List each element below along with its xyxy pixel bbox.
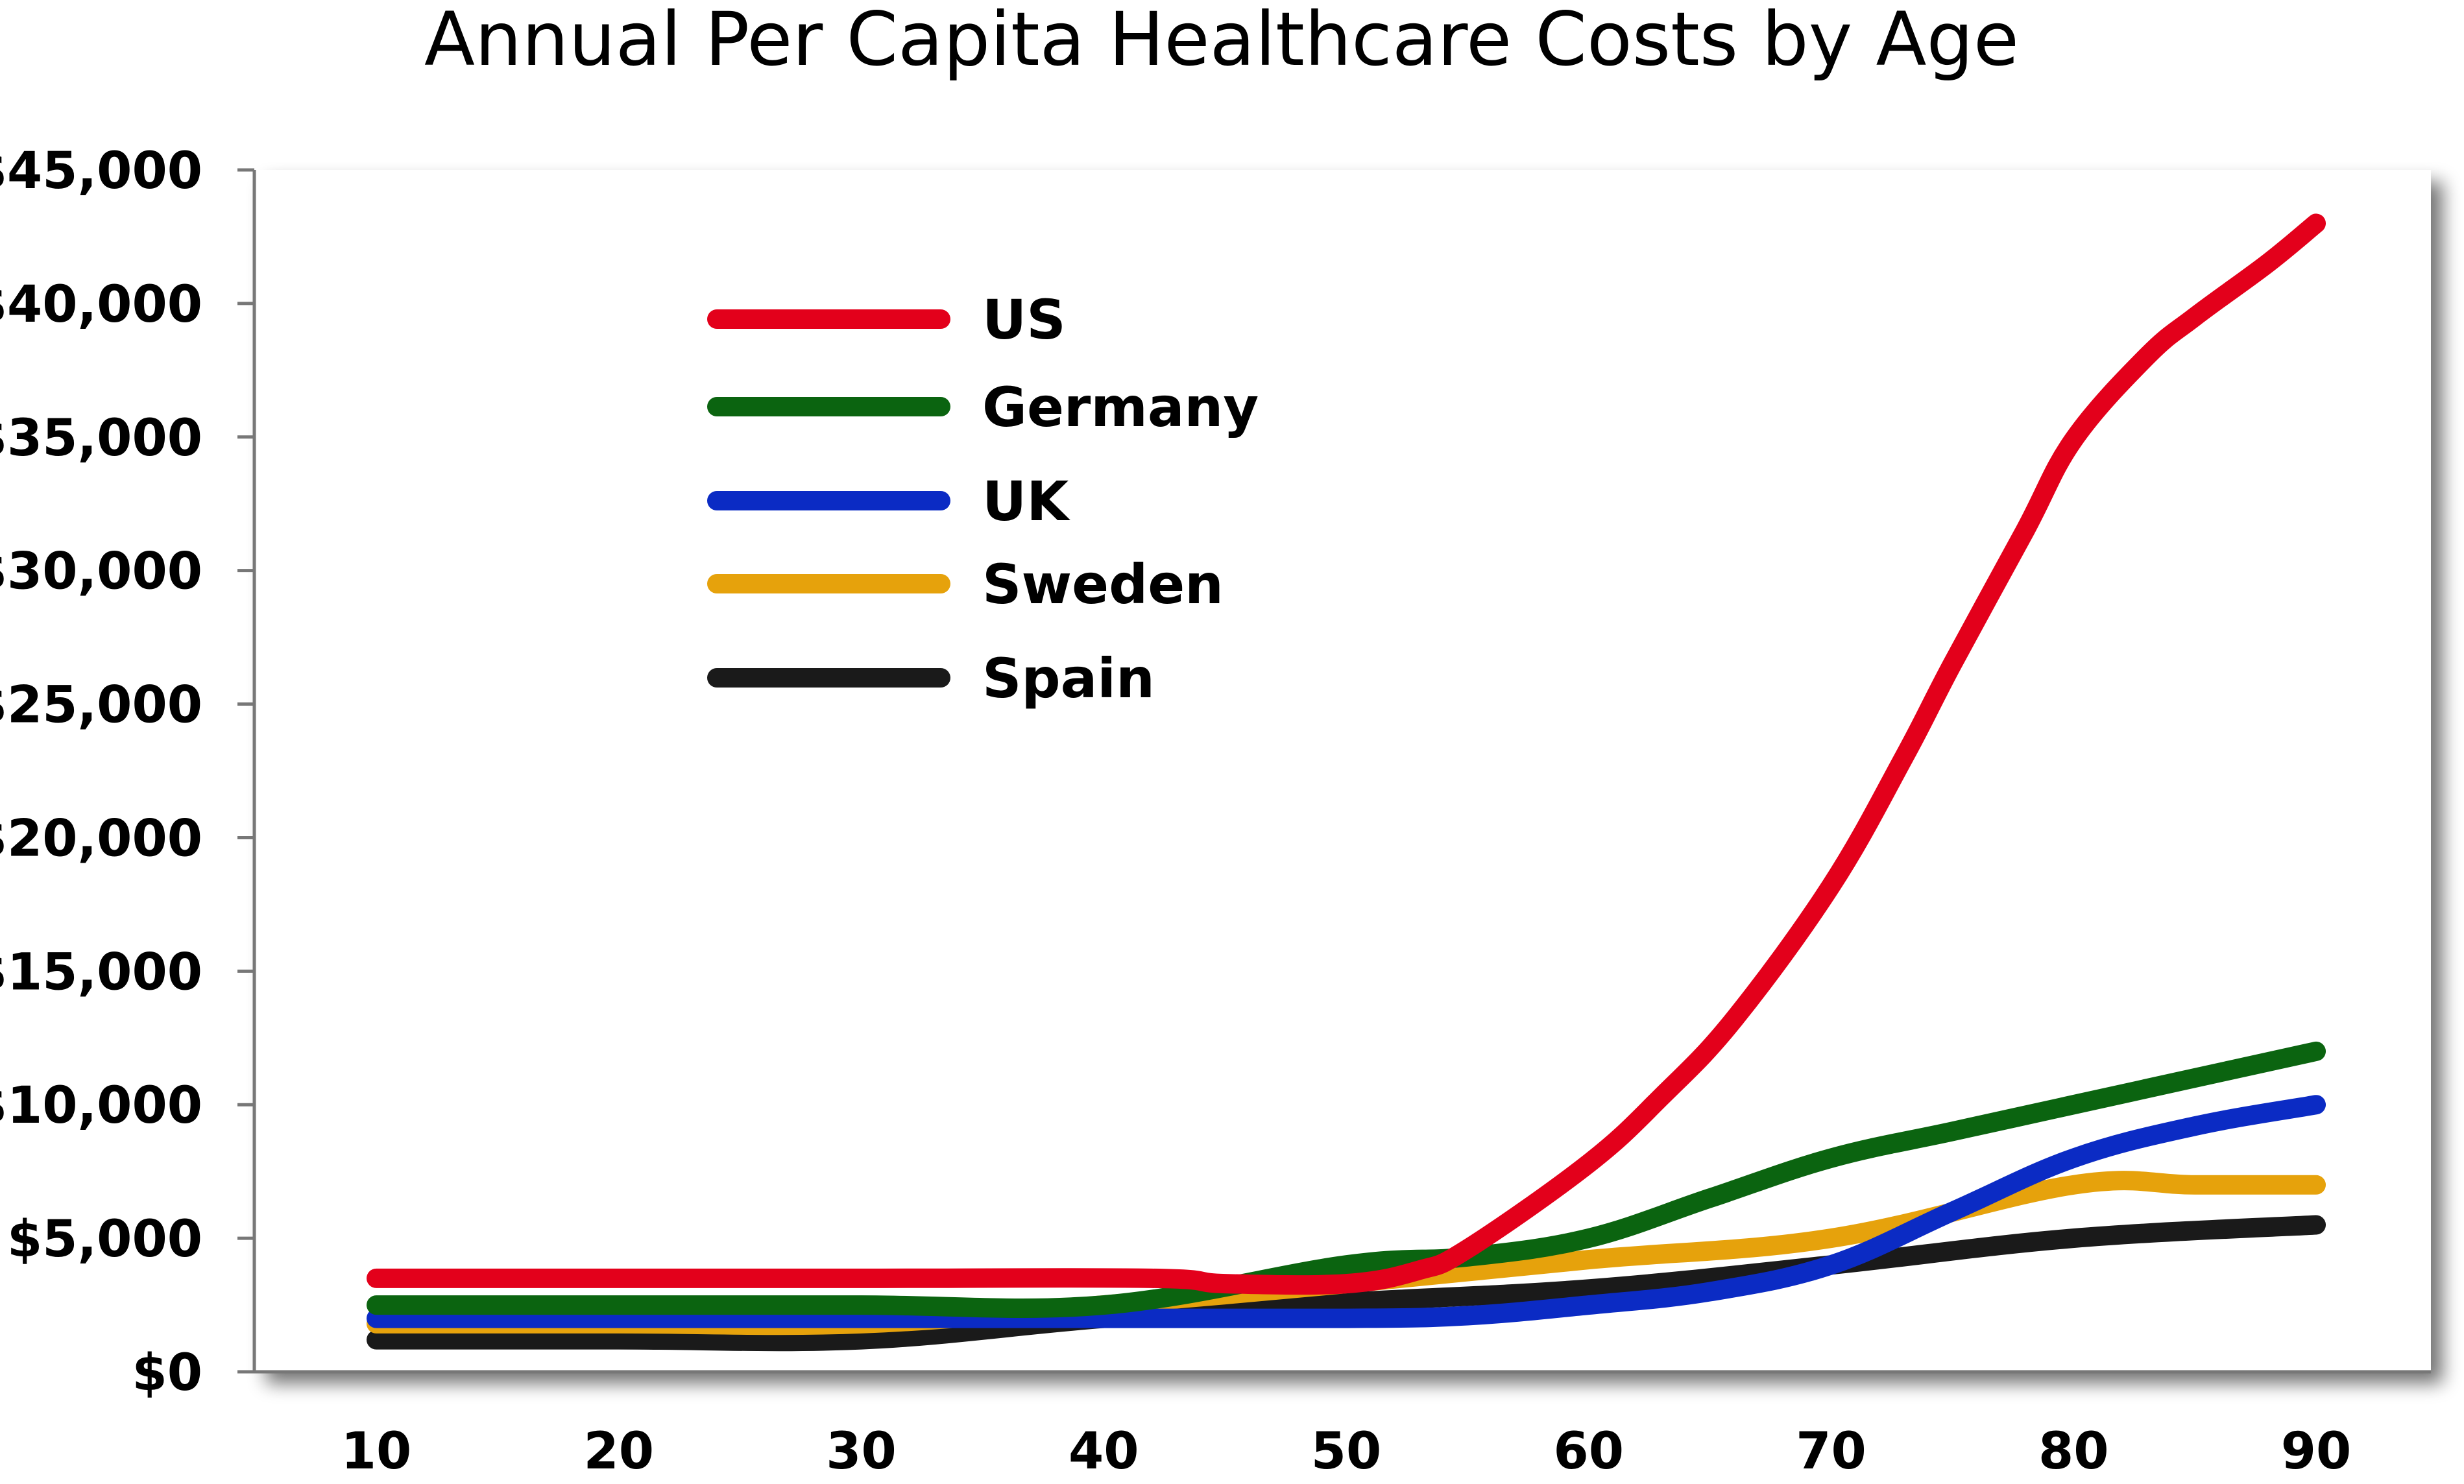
x-tick-label: 80 [2038, 1422, 2109, 1481]
series-lines [367, 213, 2326, 1352]
y-tick-label: $10,000 [0, 1077, 202, 1135]
y-tick-label: $15,000 [0, 943, 202, 1001]
y-axis: $0 $5,000 $10,000 $15,000 $20,000 $25,000 $30,… [0, 142, 256, 1402]
series-line-spain [367, 1215, 2326, 1352]
legend-label: Spain [982, 647, 1155, 710]
y-tick-label: $0 [132, 1344, 202, 1402]
x-tick-label: 90 [2281, 1422, 2352, 1481]
legend-label: US [982, 288, 1066, 352]
series-line-uk [367, 1095, 2326, 1328]
legend-item-spain: Spain [707, 647, 1155, 710]
y-tick-label: $30,000 [0, 543, 202, 601]
x-tick-label: 70 [1796, 1422, 1866, 1481]
y-tick-label: $45,000 [0, 142, 202, 200]
x-tick-label: 60 [1553, 1422, 1624, 1481]
chart-title: Annual Per Capita Healthcare Costs by Ag… [424, 0, 2019, 82]
x-tick-label: 20 [583, 1422, 654, 1481]
y-tick-label: $20,000 [0, 809, 202, 868]
legend: US Germany UK Sweden Spain [707, 288, 1259, 710]
legend-item-germany: Germany [707, 376, 1259, 439]
legend-label: Germany [982, 376, 1259, 439]
series-line-us [367, 213, 2326, 1295]
x-tick-label: 50 [1311, 1422, 1382, 1481]
legend-label: Sweden [982, 553, 1224, 616]
x-axis: 10 20 30 40 50 60 70 80 90 [254, 1370, 2431, 1481]
legend-item-sweden: Sweden [707, 553, 1224, 616]
x-tick-label: 40 [1069, 1422, 1139, 1481]
y-tick-label: $40,000 [0, 276, 202, 334]
legend-item-us: US [707, 288, 1066, 352]
legend-item-uk: UK [707, 470, 1070, 533]
legend-label: UK [982, 470, 1070, 533]
plot-area [254, 170, 2431, 1372]
y-tick-label: $25,000 [0, 676, 202, 735]
y-tick-label: $35,000 [0, 409, 202, 468]
x-tick-label: 10 [341, 1422, 412, 1481]
x-tick-label: 30 [826, 1422, 897, 1481]
y-tick-label: $5,000 [7, 1210, 202, 1269]
series-line-germany [367, 1041, 2326, 1319]
